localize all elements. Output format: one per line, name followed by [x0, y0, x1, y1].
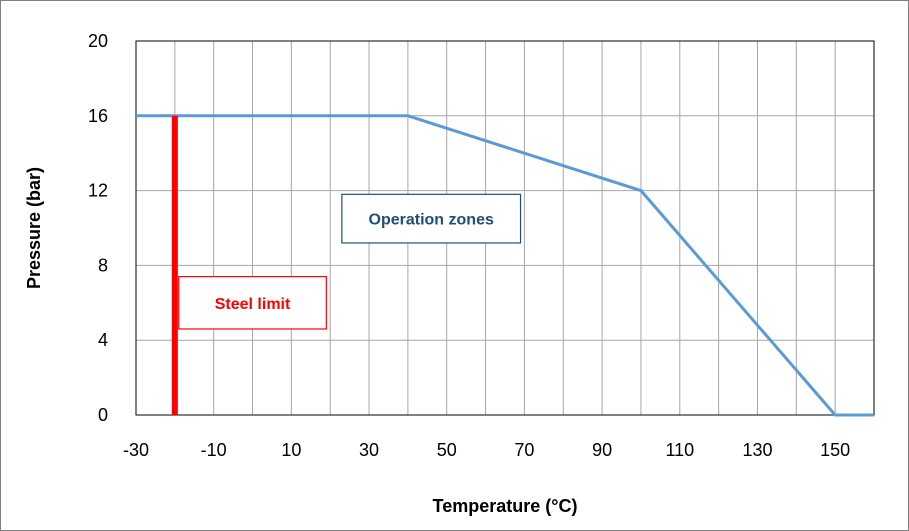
- gridlines: [135, 40, 875, 416]
- y-tick-label: 0: [98, 405, 108, 425]
- tick-labels: -30 -10 10 30 50 70 90 110 130 150 0 4 8 12 16 20: [88, 31, 850, 460]
- x-tick-label: -10: [201, 440, 227, 460]
- x-tick-label: 30: [359, 440, 379, 460]
- y-tick-label: 8: [98, 255, 108, 275]
- x-axis-title: Temperature (°C): [433, 496, 578, 516]
- steel-limit-box: [178, 276, 327, 330]
- annotations: Operation zones Steel limit: [178, 193, 522, 330]
- operation-zone-line: [136, 114, 874, 417]
- operation-zones-label: Operation zones: [369, 212, 494, 229]
- y-tick-label: 12: [88, 181, 108, 201]
- y-axis-title: Pressure (bar): [24, 167, 44, 289]
- steel-limit-label: Steel limit: [215, 296, 291, 313]
- x-tick-label: -30: [123, 440, 149, 460]
- x-tick-label: 70: [514, 440, 534, 460]
- x-tick-label: 10: [281, 440, 301, 460]
- plot-area-border: [135, 40, 875, 416]
- x-tick-label: 150: [820, 440, 850, 460]
- y-tick-label: 4: [98, 330, 108, 350]
- x-tick-label: 110: [665, 440, 694, 460]
- x-tick-label: 130: [742, 440, 772, 460]
- y-tick-label: 20: [88, 31, 108, 51]
- y-tick-label: 16: [88, 106, 108, 126]
- operation-zones-box: [341, 193, 522, 244]
- x-tick-label: 50: [437, 440, 457, 460]
- series-layer: [136, 114, 874, 417]
- x-tick-label: 90: [592, 440, 612, 460]
